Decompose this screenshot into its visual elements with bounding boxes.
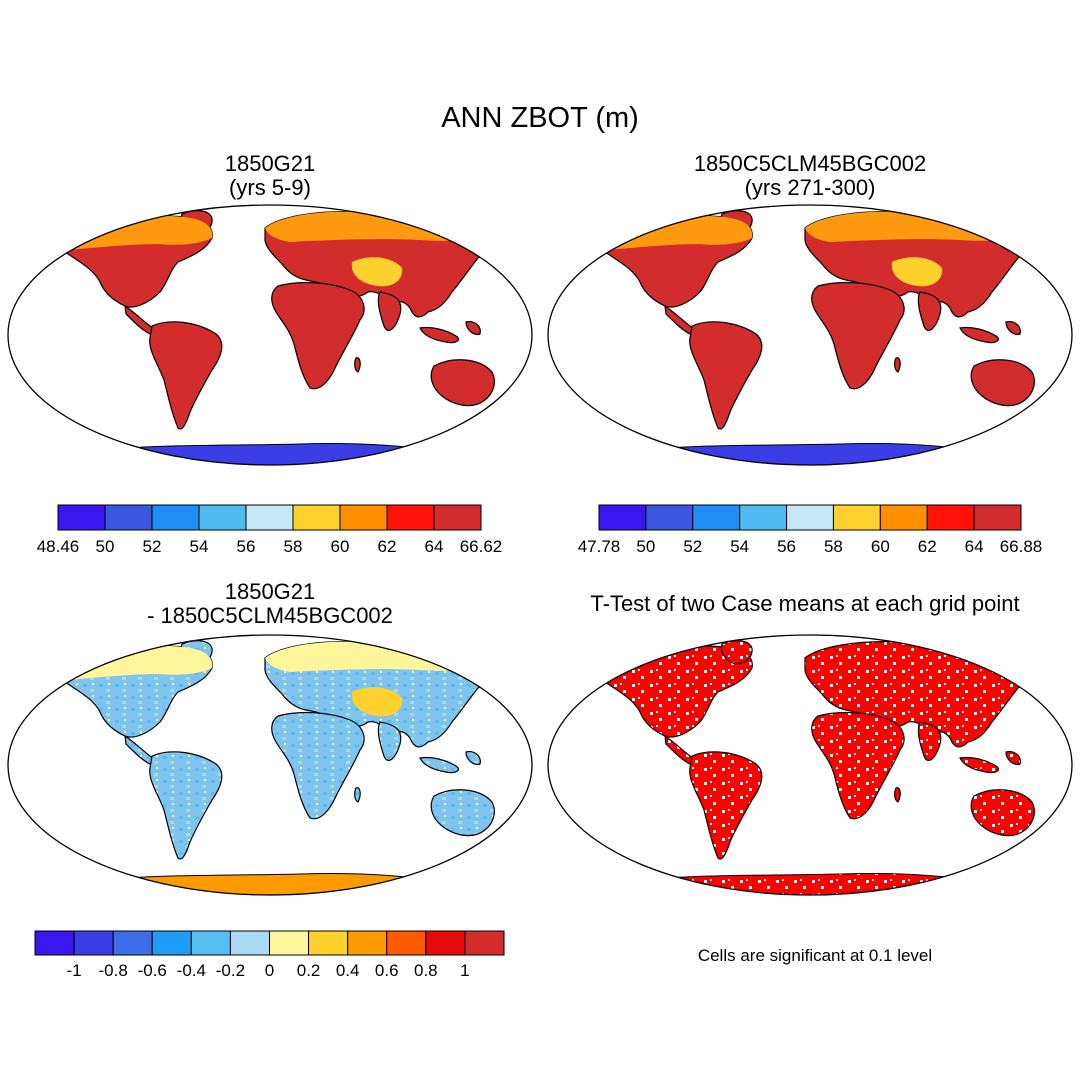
panel1-colorbar-tick-label: 54 <box>190 537 209 556</box>
panel3-colorbar-tick-label: 0.2 <box>297 961 321 980</box>
panel1-colorbar-swatch <box>57 504 106 531</box>
panel1-colorbar-swatch <box>386 504 435 531</box>
panel2-colorbar-swatch <box>926 504 975 531</box>
panel3-colorbar-tick-label: -0.8 <box>99 961 128 980</box>
panel1-title: 1850G21 (yrs 5-9) <box>130 152 410 200</box>
panel3-colorbar-swatch <box>151 930 192 956</box>
panel2-colorbar-tick-label: 58 <box>824 537 843 556</box>
panel1-colorbar-swatch <box>292 504 341 531</box>
panel2-colorbar-tick-label: 56 <box>777 537 796 556</box>
panel3-colorbar-swatch <box>112 930 153 956</box>
panel3-title: 1850G21 - 1850C5CLM45BGC002 <box>120 580 420 628</box>
panel1-title-line1: 1850G21 <box>224 151 316 176</box>
panel3-colorbar: -1 -0.8 -0.6 -0.4 -0.2 0 0.2 0.4 0.6 0.8 1 <box>34 930 505 980</box>
panel3-map <box>7 634 533 896</box>
panel1-colorbar-swatch <box>198 504 247 531</box>
panel1-colorbar: 48.46 50 52 54 56 58 60 62 64 66.62 <box>37 504 503 556</box>
panel3-colorbar-swatch <box>347 930 388 956</box>
panel3-colorbar-swatch <box>73 930 114 956</box>
panel2-colorbar-tick-label: 64 <box>965 537 984 556</box>
panel1-colorbar-tick-label: 64 <box>425 537 444 556</box>
panel1-colorbar-tick-label: 52 <box>143 537 162 556</box>
panel3-colorbar-tick-label: 1 <box>460 961 469 980</box>
panel1-colorbar-tick-label: 66.62 <box>460 537 503 556</box>
panel1-colorbar-tick-label: 58 <box>284 537 303 556</box>
panel4-map <box>547 634 1073 896</box>
panel1-colorbar-swatch <box>151 504 200 531</box>
panel3-colorbar-swatch <box>308 930 349 956</box>
panel2-colorbar-tick-label: 54 <box>730 537 749 556</box>
panel2-colorbar-swatch <box>832 504 881 531</box>
panel3-colorbar-tick-label: -0.4 <box>177 961 206 980</box>
panel2-title-line2: (yrs 271-300) <box>744 175 876 200</box>
panel3-colorbar-tick-label: -0.2 <box>216 961 245 980</box>
panel3-colorbar-tick-label: 0 <box>265 961 274 980</box>
panel1-colorbar-swatch <box>245 504 294 531</box>
panel3-colorbar-tick-label: -1 <box>67 961 82 980</box>
significance-note: Cells are significant at 0.1 level <box>697 946 933 965</box>
panel3-colorbar-swatch <box>464 930 505 956</box>
panel3-colorbar-tick-label: -0.6 <box>138 961 167 980</box>
panel3-colorbar-tick-label: 0.8 <box>414 961 438 980</box>
panel3-title-line2: - 1850C5CLM45BGC002 <box>147 603 393 628</box>
panel3-colorbar-swatch <box>190 930 231 956</box>
figure-title: ANN ZBOT (m) <box>441 102 639 134</box>
panel3-colorbar-tick-label: 0.4 <box>336 961 360 980</box>
panel1-map <box>7 204 533 466</box>
panel2-colorbar-swatch <box>645 504 694 531</box>
panel1-colorbar-swatch <box>104 504 153 531</box>
panel2-colorbar-swatch <box>739 504 788 531</box>
panel2-colorbar-swatch <box>879 504 928 531</box>
panel3-colorbar-swatch <box>386 930 427 956</box>
panel4-title: T-Test of two Case means at each grid po… <box>590 591 1020 616</box>
panel2-colorbar-tick-label: 50 <box>636 537 655 556</box>
panel2-colorbar-tick-label: 47.78 <box>578 537 621 556</box>
panel2-colorbar-swatch <box>973 504 1022 531</box>
panel2-colorbar: 47.78 50 52 54 56 58 60 62 64 66.88 <box>578 504 1043 556</box>
panel1-colorbar-tick-label: 50 <box>96 537 115 556</box>
panel1-colorbar-swatch <box>339 504 388 531</box>
panel3-colorbar-swatch <box>425 930 466 956</box>
panel1-colorbar-tick-label: 62 <box>378 537 397 556</box>
panel3-colorbar-swatch <box>269 930 310 956</box>
panel2-colorbar-swatch <box>786 504 834 531</box>
panel3-colorbar-tick-label: 0.6 <box>375 961 399 980</box>
panel3-title-line1: 1850G21 <box>224 579 316 604</box>
panel2-colorbar-tick-label: 66.88 <box>1000 537 1043 556</box>
panel2-colorbar-tick-label: 60 <box>871 537 890 556</box>
panel3-colorbar-swatch <box>229 930 271 956</box>
panel1-colorbar-tick-label: 56 <box>237 537 256 556</box>
panel2-title-line1: 1850C5CLM45BGC002 <box>693 151 927 176</box>
panel1-colorbar-tick-label: 48.46 <box>37 537 80 556</box>
panel1-colorbar-tick-label: 60 <box>331 537 350 556</box>
panel2-colorbar-swatch <box>692 504 741 531</box>
panel1-colorbar-swatch <box>433 504 482 531</box>
panel2-colorbar-tick-label: 62 <box>918 537 937 556</box>
panel2-map <box>547 204 1073 466</box>
panel1-title-line2: (yrs 5-9) <box>229 175 311 200</box>
panel3-colorbar-swatch <box>34 930 75 956</box>
panel2-colorbar-swatch <box>598 504 647 531</box>
panel2-colorbar-tick-label: 52 <box>683 537 702 556</box>
panel2-title: 1850C5CLM45BGC002 (yrs 271-300) <box>635 152 985 200</box>
